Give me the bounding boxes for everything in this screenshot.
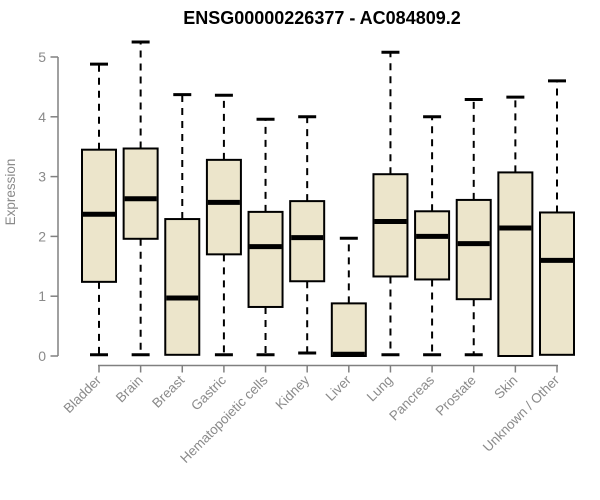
x-tick-label: Kidney bbox=[273, 372, 313, 412]
x-tick-label: Skin bbox=[491, 373, 520, 402]
chart-title: ENSG00000226377 - AC084809.2 bbox=[183, 8, 461, 28]
y-tick-label: 1 bbox=[38, 288, 46, 304]
x-tick-label: Prostate bbox=[433, 373, 479, 419]
box-group bbox=[497, 95, 534, 357]
iqr-box bbox=[455, 198, 492, 301]
box-series bbox=[81, 40, 575, 358]
iqr-box bbox=[289, 200, 326, 283]
box-group bbox=[205, 93, 242, 357]
iqr-box bbox=[497, 171, 534, 357]
box-group bbox=[372, 50, 409, 357]
iqr-box bbox=[205, 158, 242, 256]
x-tick-label: Liver bbox=[323, 372, 355, 404]
iqr-box bbox=[539, 211, 575, 356]
box-group bbox=[289, 115, 326, 355]
iqr-box bbox=[164, 218, 201, 356]
box-group bbox=[414, 115, 451, 357]
box-group bbox=[330, 236, 367, 358]
iqr-box bbox=[247, 210, 284, 308]
y-tick-label: 5 bbox=[38, 49, 46, 65]
box-group bbox=[81, 62, 117, 357]
iqr-box bbox=[372, 173, 409, 278]
box-group bbox=[164, 93, 201, 356]
x-tick-label: Lung bbox=[364, 373, 396, 405]
box-group bbox=[122, 40, 159, 357]
x-tick-label: Unknown / Other bbox=[480, 372, 563, 455]
y-tick-label: 3 bbox=[38, 169, 46, 185]
y-tick-label: 2 bbox=[38, 228, 46, 244]
box-group bbox=[455, 97, 492, 357]
y-tick-label: 0 bbox=[38, 348, 46, 364]
x-tick-label: Breast bbox=[149, 372, 187, 410]
iqr-box bbox=[330, 302, 367, 358]
box-group bbox=[247, 117, 284, 357]
x-tick-label: Pancreas bbox=[386, 372, 437, 423]
iqr-box bbox=[414, 210, 451, 281]
y-axis-label: Expression bbox=[3, 159, 18, 226]
x-tick-label: Brain bbox=[113, 373, 146, 406]
box-group bbox=[539, 79, 575, 356]
y-tick-label: 4 bbox=[38, 109, 46, 125]
iqr-box bbox=[122, 147, 159, 240]
y-axis: 0 1 2 3 4 5 bbox=[38, 49, 59, 364]
x-tick-label: Gastric bbox=[188, 372, 229, 413]
x-tick-label: Bladder bbox=[61, 372, 105, 416]
